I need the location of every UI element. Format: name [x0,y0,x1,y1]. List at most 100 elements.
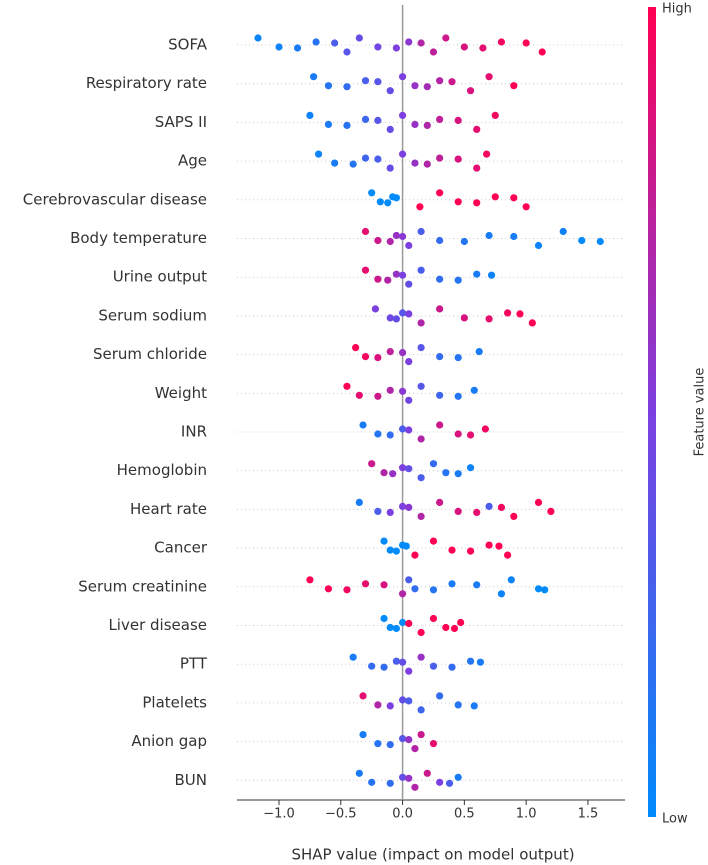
point [374,392,382,400]
point [398,232,407,241]
point [466,547,475,555]
point [411,745,419,753]
feature-label: Age [178,152,207,170]
point [398,349,407,357]
point [578,236,586,245]
point [522,39,530,47]
x-axis-label: SHAP value (impact on model output) [291,846,574,864]
point [405,619,413,628]
point [485,315,493,323]
feature-label: SOFA [168,36,208,54]
point [312,38,320,46]
point [359,421,367,429]
point [324,82,333,90]
point [485,502,493,510]
point [361,580,370,588]
point [436,275,444,283]
point [417,628,425,637]
point [368,189,376,197]
point [386,164,394,172]
point [436,77,444,85]
point [398,150,407,158]
point [374,507,382,515]
point [473,270,481,278]
point [507,576,515,584]
point [448,580,456,588]
colorbar [648,7,656,817]
point [473,125,481,133]
point [306,576,314,584]
point [417,474,425,482]
feature-label: BUN [175,771,208,789]
point [436,189,444,197]
point [460,43,468,51]
point [306,111,314,119]
point [559,227,567,236]
point [423,160,431,168]
point [497,38,506,46]
point [405,310,413,318]
point [374,155,382,163]
feature-label: Hemoglobin [117,461,207,479]
feature-label: Serum sodium [98,306,207,324]
point [398,309,407,317]
point [352,344,360,352]
x-tick-label: 0.5 [454,807,475,822]
point [324,585,333,593]
point [359,692,367,700]
point [386,779,394,787]
point [398,73,407,81]
point [473,508,481,516]
point [392,624,401,633]
feature-label: Serum chloride [93,345,207,363]
point [429,460,438,468]
point [361,266,370,274]
point [495,542,503,550]
point [398,464,407,472]
point [541,586,549,594]
point [386,87,394,95]
point [596,237,604,246]
point [405,667,413,675]
point [475,348,483,356]
point [355,498,363,506]
point [374,275,382,283]
point [398,590,407,598]
point [371,305,379,313]
point [361,227,370,236]
point [293,44,302,52]
point [448,546,456,554]
point [470,386,478,394]
point [454,701,462,709]
point [436,154,444,162]
point [374,78,382,86]
point [510,194,518,202]
point [343,586,351,594]
point [380,663,388,671]
point [374,354,382,362]
feature-label: Serum creatinine [78,577,207,595]
point [398,658,407,666]
point [436,236,444,245]
x-tick-label: 1.0 [516,807,537,822]
point [442,623,450,632]
point [454,392,462,400]
point [361,115,370,123]
point [454,430,462,438]
point [392,231,401,240]
point [398,696,407,704]
point [497,590,506,598]
point [534,241,543,250]
point [442,34,450,42]
point [491,193,499,201]
point [429,48,438,56]
point [386,431,394,439]
feature-label: Respiratory rate [86,74,207,92]
point [504,309,512,317]
point [423,83,431,91]
point [398,735,407,743]
point [454,507,462,515]
point [417,344,425,352]
feature-label: Heart rate [130,500,207,518]
point [392,270,401,278]
